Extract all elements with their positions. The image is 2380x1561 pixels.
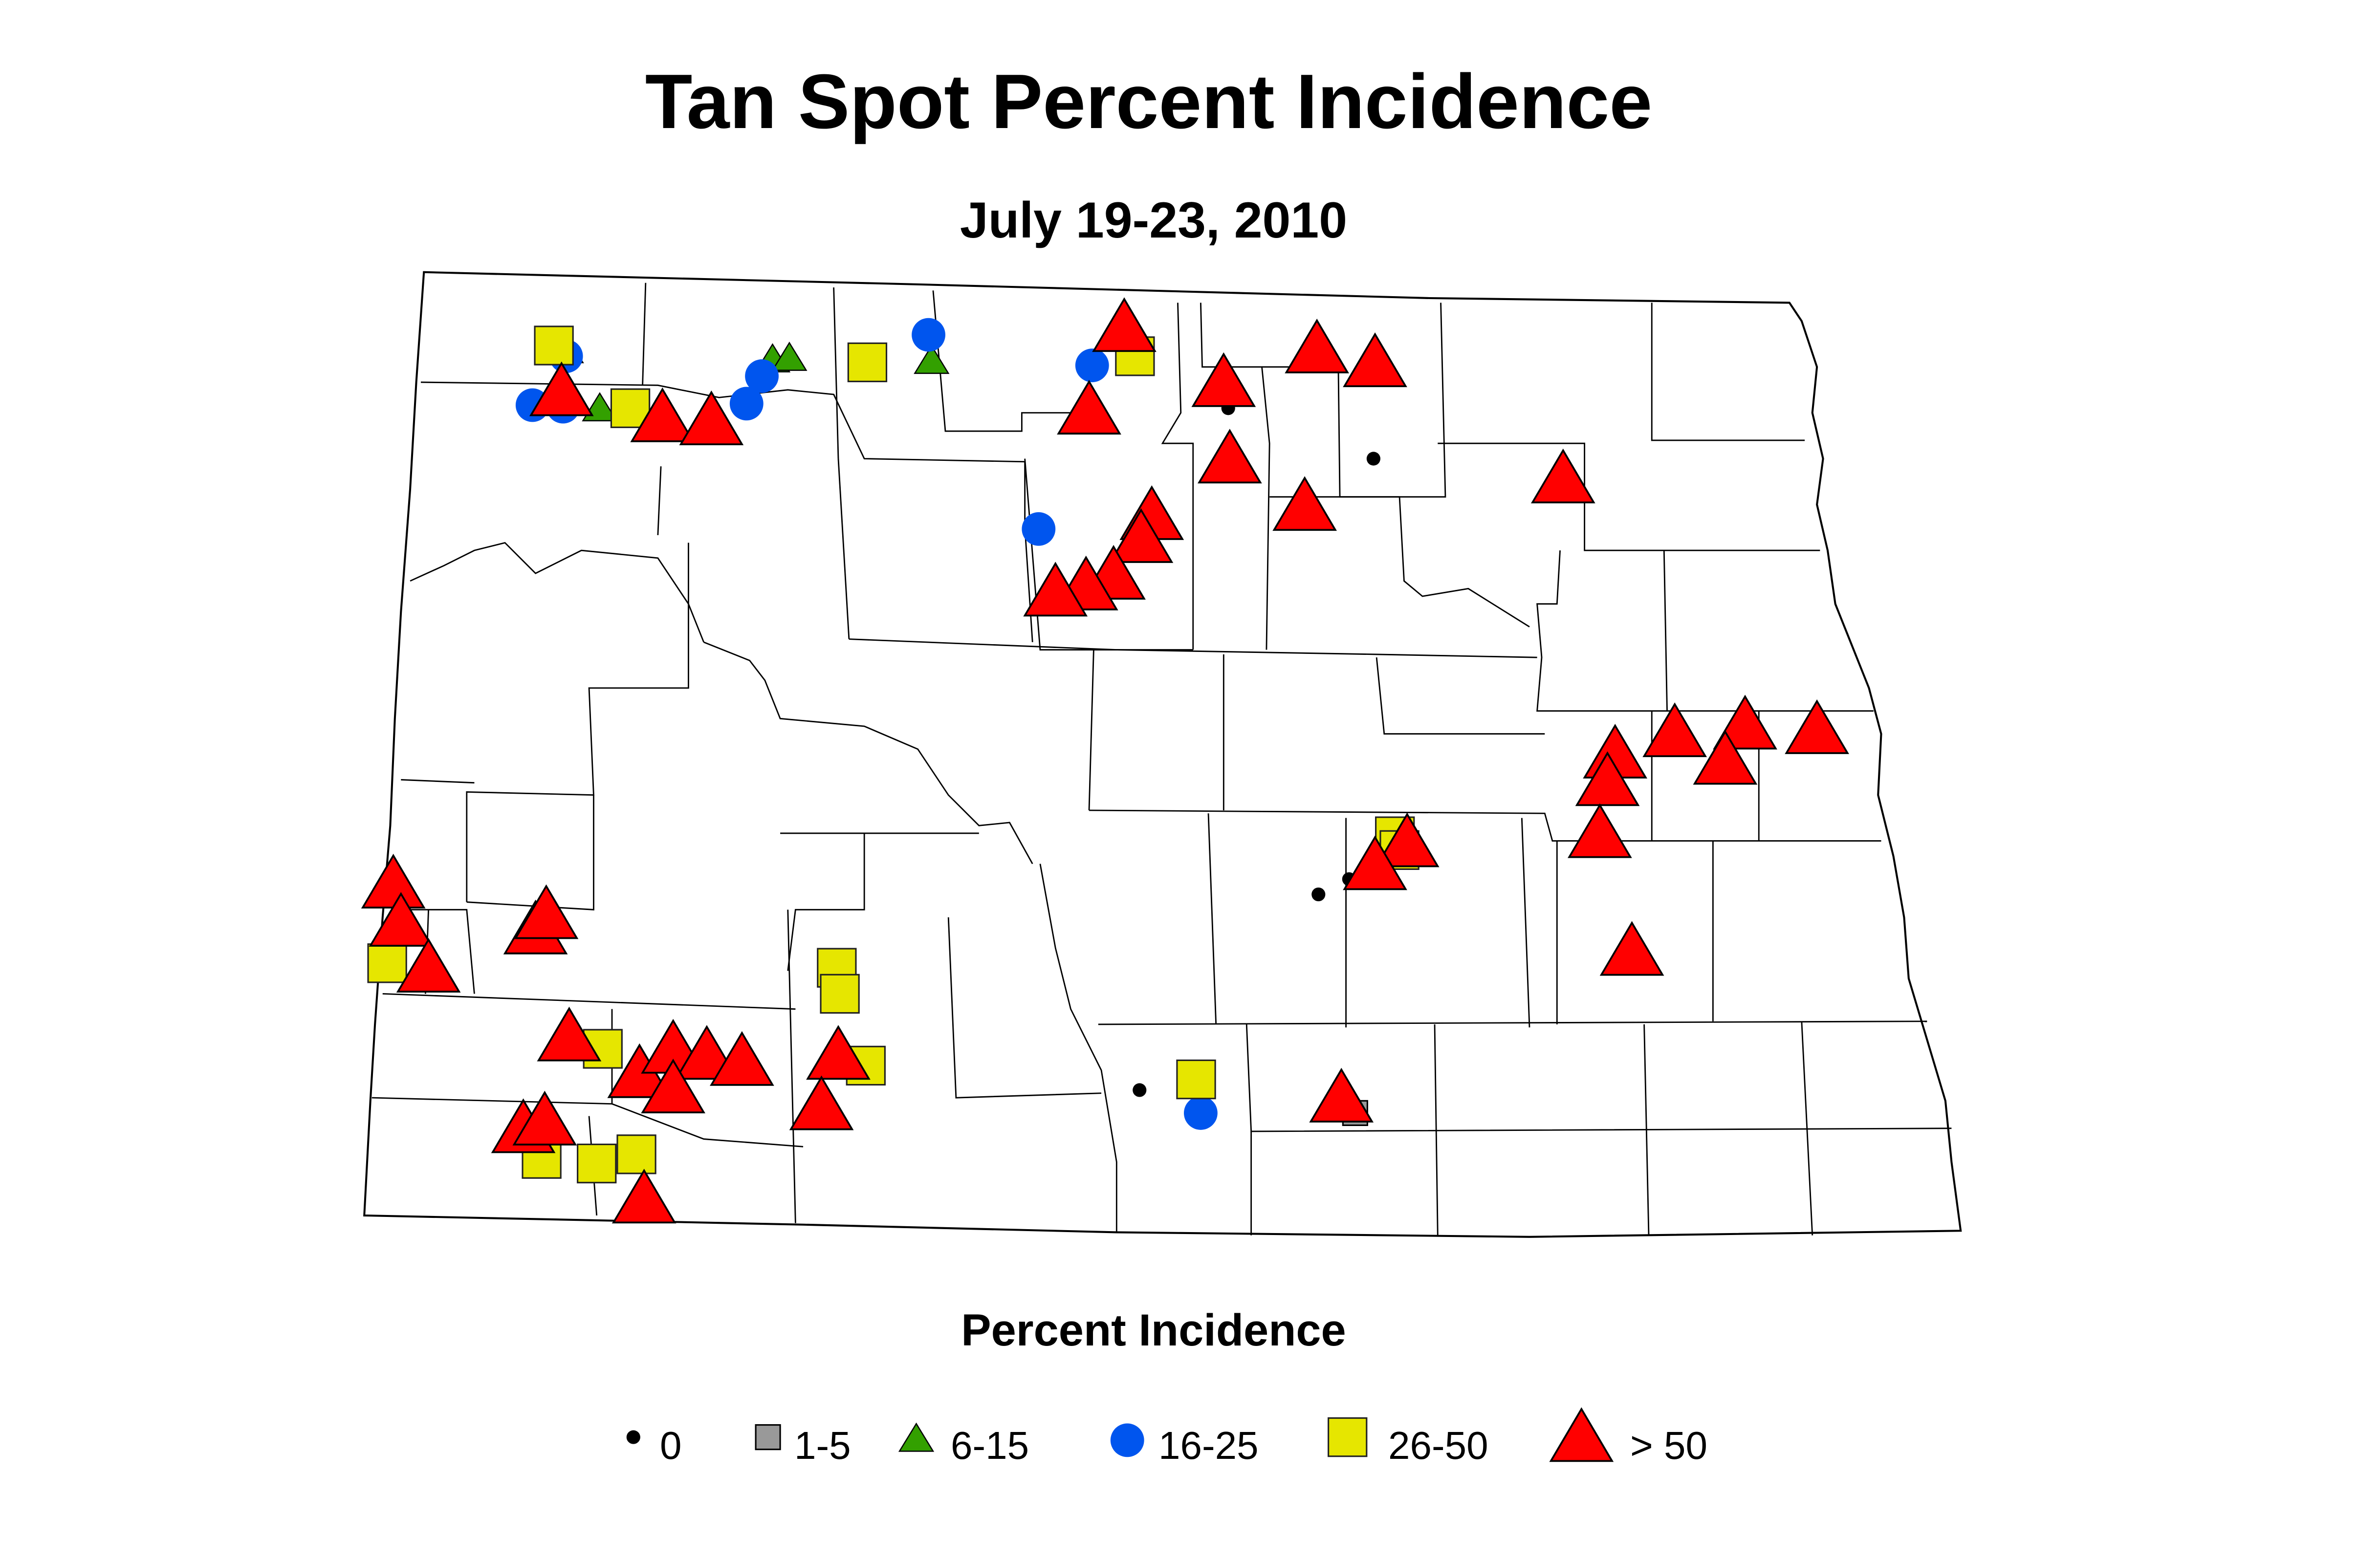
marker-26-50 (577, 1143, 617, 1184)
marker-gt-50 (512, 1090, 577, 1146)
marker-16-25 (1183, 1096, 1218, 1130)
map-subtitle: July 19-23, 2010 (960, 192, 1348, 249)
marker-1-5 (755, 1424, 781, 1451)
marker-gt-50 (361, 853, 426, 909)
marker-26-50 (820, 974, 860, 1014)
marker-gt-50 (1109, 508, 1174, 563)
marker-0 (1366, 452, 1380, 466)
marker-6-15 (771, 341, 808, 371)
legend-label: 16-25 (1158, 1424, 1259, 1467)
marker-gt-50 (1197, 429, 1262, 484)
legend-label: 26-50 (1388, 1424, 1488, 1467)
survey-markers (361, 297, 1849, 1224)
marker-0 (626, 1430, 640, 1444)
marker-gt-50 (1023, 562, 1088, 617)
marker-gt-50 (529, 361, 594, 416)
marker-gt-50 (1693, 730, 1758, 785)
marker-gt-50 (611, 1169, 677, 1224)
marker-16-25 (1022, 512, 1056, 546)
marker-gt-50 (1642, 702, 1707, 758)
marker-gt-50 (1343, 332, 1407, 388)
marker-0 (1311, 887, 1326, 902)
marker-gt-50 (369, 892, 434, 947)
marker-26-50 (534, 325, 574, 366)
marker-26-50 (1328, 1417, 1368, 1457)
legend-symbols (626, 1407, 1614, 1462)
marker-gt-50 (789, 1075, 854, 1130)
marker-gt-50 (537, 1006, 602, 1062)
marker-26-50 (367, 943, 407, 983)
marker-gt-50 (1599, 921, 1664, 976)
marker-16-25 (729, 387, 764, 421)
marker-0 (1133, 1083, 1147, 1097)
legend-label: > 50 (1630, 1424, 1707, 1467)
marker-gt-50 (514, 884, 579, 939)
marker-6-15 (914, 345, 950, 374)
map-title: Tan Spot Percent Incidence (645, 59, 1653, 145)
marker-16-25 (745, 359, 779, 393)
marker-gt-50 (1530, 448, 1595, 503)
legend: 0 1-5 6-15 16-25 26-50 > 50 (0, 1412, 2380, 1486)
marker-gt-50 (1309, 1067, 1374, 1123)
marker-gt-50 (1092, 297, 1157, 352)
marker-gt-50 (1343, 835, 1407, 890)
marker-16-25 (1075, 348, 1109, 383)
marker-gt-50 (1191, 352, 1256, 407)
marker-gt-50 (710, 1031, 774, 1086)
marker-gt-50 (679, 390, 744, 445)
marker-gt-50 (1568, 803, 1632, 858)
marker-26-50 (616, 1134, 656, 1174)
marker-gt-50 (641, 1059, 705, 1114)
legend-label: 1-5 (794, 1424, 851, 1467)
marker-gt-50 (1549, 1407, 1614, 1462)
marker-6-15 (898, 1422, 935, 1452)
marker-gt-50 (630, 387, 695, 442)
marker-26-50 (1176, 1059, 1216, 1100)
marker-gt-50 (1057, 380, 1121, 435)
marker-gt-50 (1285, 318, 1349, 373)
marker-gt-50 (1575, 751, 1640, 806)
legend-label: 6-15 (951, 1424, 1029, 1467)
marker-gt-50 (1375, 812, 1440, 867)
marker-26-50 (847, 342, 888, 383)
marker-gt-50 (1272, 476, 1337, 531)
marker-gt-50 (1713, 694, 1777, 750)
marker-16-25 (1110, 1423, 1144, 1457)
marker-gt-50 (1785, 699, 1849, 754)
marker-16-25 (912, 318, 945, 352)
marker-gt-50 (806, 1025, 871, 1080)
marker-gt-50 (396, 937, 461, 993)
legend-title: Percent Incidence (961, 1305, 1346, 1355)
legend-label: 0 (660, 1424, 682, 1467)
